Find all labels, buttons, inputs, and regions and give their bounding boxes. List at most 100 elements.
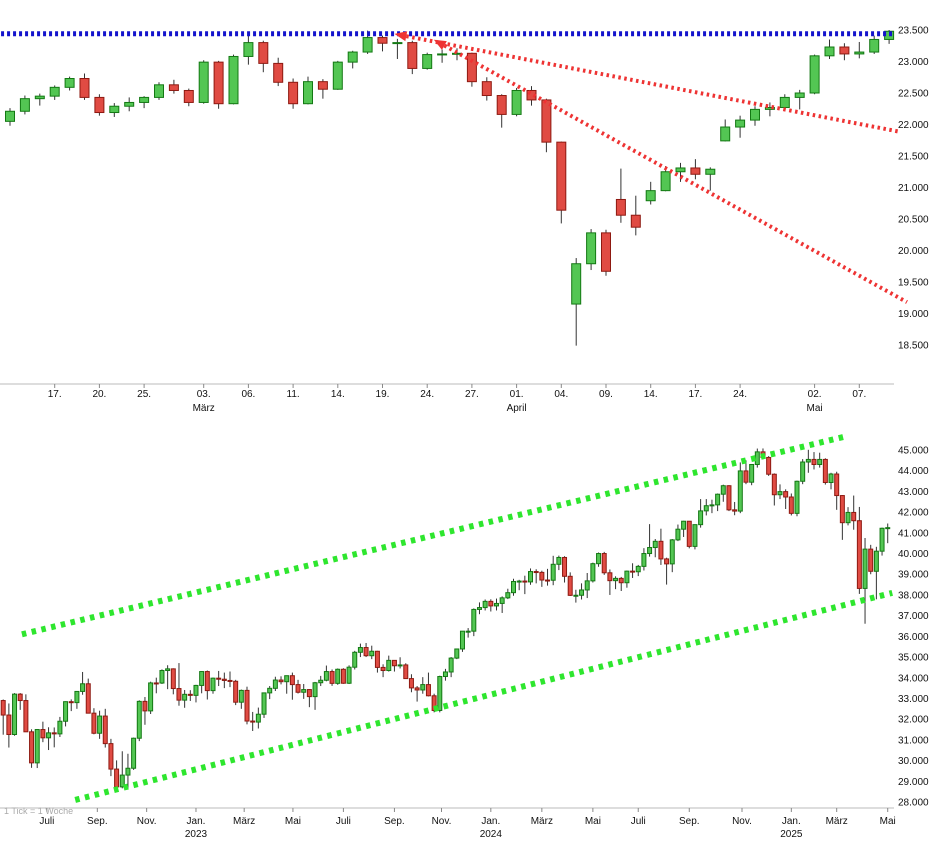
candle-up	[698, 510, 704, 526]
x-tick-label: 17.	[688, 389, 702, 400]
candle-up	[800, 461, 806, 482]
downtrend-line-upper	[399, 33, 899, 134]
x-tick-label: Juli	[336, 816, 351, 827]
candle-up	[511, 89, 522, 115]
candle-up	[165, 668, 171, 672]
candle-up	[255, 713, 261, 723]
candle-up	[647, 547, 653, 555]
downtrend-line-lower	[438, 40, 908, 304]
y-tick-label: 40.000	[898, 549, 929, 560]
candle-down	[743, 470, 749, 483]
x-tick-label: 19.	[376, 389, 390, 400]
candle-up	[318, 679, 324, 684]
candle-up	[586, 232, 597, 265]
y-tick-label: 29.000	[898, 777, 929, 788]
candle-up	[437, 53, 448, 56]
candle-down	[690, 167, 701, 175]
x-tick-label: 03.	[197, 389, 211, 400]
candle-up	[596, 553, 602, 565]
x-tick-label: 11.	[287, 389, 300, 400]
candle-down	[176, 688, 182, 701]
candle-up	[624, 570, 630, 584]
candle-down	[839, 46, 850, 55]
candle-up	[199, 671, 205, 686]
candle-down	[664, 558, 670, 565]
candle-up	[556, 556, 562, 565]
candle-down	[289, 675, 295, 686]
candle-up	[590, 563, 596, 582]
candle-up	[505, 592, 511, 599]
candle-up	[824, 46, 835, 57]
uptrend-channel-upper	[21, 433, 846, 638]
candle-up	[794, 92, 805, 98]
candle-up	[442, 671, 448, 678]
candle-up	[357, 647, 363, 653]
candle-down	[425, 684, 431, 697]
candle-down	[363, 647, 369, 657]
candle-down	[273, 62, 284, 83]
candle-up	[312, 682, 318, 698]
x-tick-label: 24.	[420, 389, 434, 400]
candle-down	[811, 458, 817, 465]
candle-up	[499, 597, 505, 604]
y-tick-label: 38.000	[898, 590, 929, 601]
candle-down	[630, 570, 636, 573]
candle-down	[278, 679, 284, 683]
x-tick-label: März	[826, 816, 848, 827]
candle-up	[136, 700, 142, 739]
candle-up	[493, 602, 499, 607]
candle-up	[332, 61, 343, 90]
candle-down	[562, 556, 568, 577]
candle-down	[601, 232, 611, 272]
candle-down	[851, 511, 857, 522]
x-tick-label: Sep.	[679, 816, 700, 827]
candle-up	[369, 650, 375, 657]
x-tick-label: Jan.	[782, 816, 801, 827]
x-tick-label: 02.	[808, 389, 822, 400]
candle-up	[854, 51, 865, 55]
candle-up	[437, 676, 443, 711]
candle-up	[198, 61, 209, 103]
candle-up	[272, 679, 278, 689]
candle-down	[822, 458, 828, 484]
y-tick-label: 45.000	[898, 446, 929, 457]
candle-up	[550, 563, 556, 581]
candle-down	[431, 695, 437, 711]
candle-up	[681, 520, 687, 530]
candle-up	[675, 528, 681, 541]
candle-down	[6, 714, 12, 735]
candle-up	[720, 485, 726, 495]
x-tick-label: 17.	[48, 389, 62, 400]
candle-up	[476, 607, 482, 610]
candle-up	[46, 732, 52, 739]
candle-up	[879, 527, 885, 552]
candle-down	[102, 715, 108, 745]
candle-down	[340, 668, 346, 684]
candle-up	[794, 480, 800, 514]
candle-up	[19, 98, 30, 112]
candle-down	[618, 577, 624, 584]
x-tick-label: 27.	[465, 389, 479, 400]
x-tick-label: März	[531, 816, 553, 827]
candle-up	[454, 648, 460, 659]
x-tick-label: Jan.	[481, 816, 500, 827]
candle-down	[539, 571, 545, 581]
candle-up	[511, 580, 516, 594]
y-tick-label: 22.500	[898, 89, 929, 100]
candle-up	[459, 630, 465, 650]
x-tick-label: Juli	[39, 816, 54, 827]
y-tick-label: 41.000	[898, 528, 929, 539]
candle-up	[34, 95, 45, 100]
candle-up	[471, 608, 477, 632]
candle-down	[658, 540, 664, 560]
candle-down	[0, 700, 6, 716]
candle-up	[64, 78, 75, 88]
candle-up	[805, 458, 811, 463]
candle-down	[839, 495, 845, 524]
x-tick-label: März	[233, 816, 255, 827]
x-tick-label: Nov.	[137, 816, 157, 827]
candle-down	[94, 96, 105, 114]
candle-up	[709, 504, 715, 507]
x-tick-label: Sep.	[384, 816, 405, 827]
candle-up	[397, 664, 403, 667]
